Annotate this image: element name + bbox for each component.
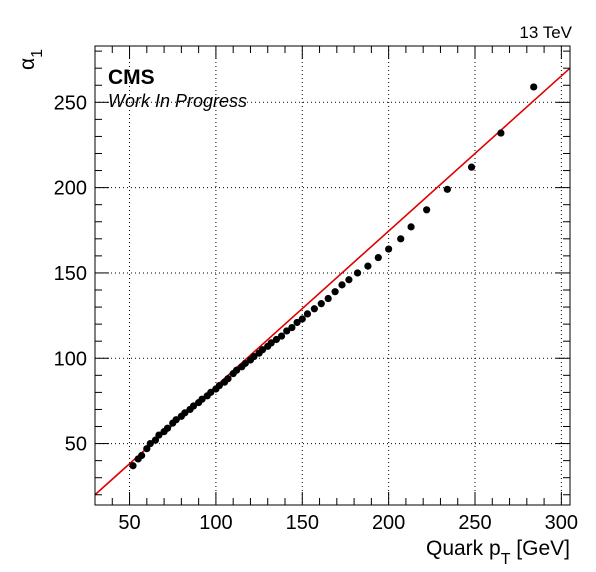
x-tick-label: 300 bbox=[545, 512, 578, 534]
data-point bbox=[324, 294, 332, 303]
data-point bbox=[198, 395, 206, 403]
data-point bbox=[224, 375, 232, 383]
x-tick-label: 100 bbox=[199, 512, 232, 534]
data-point bbox=[258, 346, 267, 354]
x-axis-title-sub: T bbox=[501, 551, 511, 568]
data-point bbox=[364, 262, 372, 270]
y-axis-title-main: α bbox=[16, 58, 39, 70]
data-point bbox=[288, 323, 296, 332]
y-tick-label: 100 bbox=[54, 348, 87, 370]
data-point bbox=[163, 424, 172, 432]
data-point bbox=[283, 327, 291, 335]
data-point bbox=[331, 288, 339, 296]
y-axis-title: α1 bbox=[16, 49, 46, 70]
data-point bbox=[338, 281, 346, 289]
data-point bbox=[423, 206, 431, 214]
data-point bbox=[310, 305, 318, 313]
data-point bbox=[298, 315, 306, 323]
tick-labels: 50 100 150 200 250 300 50 100 150 200 250 bbox=[54, 92, 578, 534]
data-point bbox=[207, 388, 215, 396]
data-point bbox=[143, 445, 151, 453]
data-point bbox=[317, 300, 325, 308]
y-tick-label: 250 bbox=[54, 92, 87, 114]
data-point bbox=[146, 439, 154, 448]
data-point bbox=[241, 359, 249, 367]
data-point bbox=[303, 310, 312, 318]
data-point bbox=[181, 409, 189, 417]
data-point bbox=[374, 253, 382, 262]
plot-frame bbox=[94, 45, 571, 506]
y-tick-label: 150 bbox=[54, 263, 87, 285]
data-point bbox=[172, 416, 180, 424]
data-point bbox=[215, 381, 223, 390]
data-point bbox=[397, 235, 405, 243]
data-point bbox=[293, 318, 301, 327]
data-point bbox=[233, 366, 241, 374]
x-tick-label: 200 bbox=[372, 512, 405, 534]
x-axis-title: Quark pT [GeV] bbox=[426, 537, 570, 568]
data-point bbox=[353, 269, 362, 277]
energy-label: 13 TeV bbox=[519, 23, 572, 42]
y-tick-label: 50 bbox=[65, 434, 87, 456]
status-label: Work In Progress bbox=[108, 91, 247, 111]
data-point bbox=[385, 245, 393, 253]
data-points bbox=[129, 83, 538, 470]
data-point bbox=[129, 462, 137, 470]
grid bbox=[95, 46, 570, 505]
data-point bbox=[267, 339, 275, 347]
data-point bbox=[497, 129, 505, 137]
data-point bbox=[443, 185, 451, 193]
data-point bbox=[151, 436, 160, 444]
x-axis-title-unit: [GeV] bbox=[510, 537, 570, 560]
data-point bbox=[345, 276, 353, 284]
y-tick-label: 200 bbox=[54, 178, 87, 200]
data-point bbox=[138, 451, 146, 460]
data-point bbox=[530, 83, 538, 91]
data-point bbox=[155, 431, 163, 439]
y-axis-title-sub: 1 bbox=[29, 49, 46, 58]
data-point bbox=[407, 223, 415, 231]
data-point bbox=[250, 352, 258, 361]
x-tick-label: 150 bbox=[286, 512, 319, 534]
x-axis-title-main: Quark p bbox=[426, 537, 501, 560]
cms-label: CMS bbox=[108, 66, 155, 89]
axis-ticks bbox=[94, 46, 570, 505]
data-point bbox=[467, 163, 476, 171]
data-point bbox=[272, 335, 280, 344]
x-tick-label: 250 bbox=[458, 512, 491, 534]
x-tick-label: 50 bbox=[118, 512, 140, 534]
data-point bbox=[189, 402, 198, 410]
data-point bbox=[277, 332, 286, 340]
